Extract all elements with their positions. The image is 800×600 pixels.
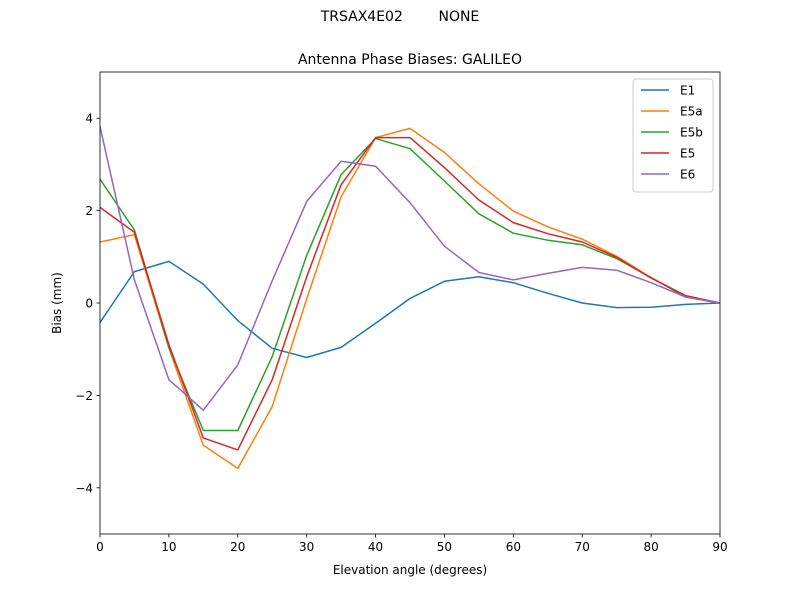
series-line-e6 [99,126,721,411]
legend-label: E5a [680,105,703,119]
x-tick-label: 0 [96,540,104,554]
x-tick-label: 60 [506,540,521,554]
x-tick-label: 30 [299,540,314,554]
series-line-e5b [99,137,721,432]
legend-box [632,78,714,193]
series-lines [99,126,721,470]
y-tick-label: −2 [75,389,93,403]
chart-title: Antenna Phase Biases: GALILEO [298,52,522,68]
x-tick-label: 50 [437,540,452,554]
y-tick-label: 0 [85,297,93,311]
legend-label: E5 [680,147,695,161]
series-line-e5 [99,136,721,451]
legend-label: E5b [680,126,703,140]
y-axis-ticks: −4 −2 0 2 4 [75,112,100,495]
legend-label: E1 [680,84,695,98]
legend: E1 E5a E5b E5 E6 [632,78,714,193]
legend-label: E6 [680,168,695,182]
y-tick-label: 4 [85,112,93,126]
x-tick-label: 40 [368,540,383,554]
x-tick-label: 20 [230,540,245,554]
series-line-e1 [99,260,721,359]
x-axis-label: Elevation angle (degrees) [333,563,487,577]
series-line-e5a [99,127,721,470]
y-tick-label: −4 [75,481,93,495]
plot-frame [99,71,721,535]
x-axis-ticks: 0 10 20 30 40 50 60 70 80 90 [96,534,728,554]
y-axis-label: Bias (mm) [50,272,64,334]
x-tick-label: 80 [643,540,658,554]
x-tick-label: 90 [712,540,727,554]
x-tick-label: 10 [161,540,176,554]
y-tick-label: 2 [85,204,93,218]
x-tick-label: 70 [575,540,590,554]
figure-suptitle: TRSAX4E02 NONE [320,9,480,25]
